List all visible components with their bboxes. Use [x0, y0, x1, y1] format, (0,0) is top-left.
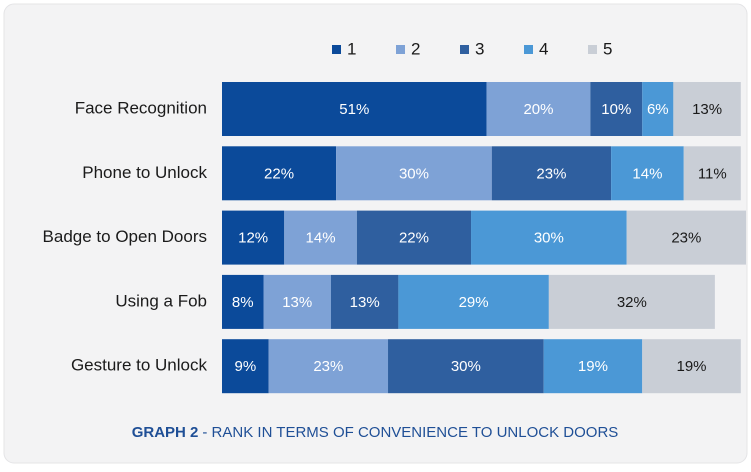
- bar-segment: [284, 210, 357, 265]
- bar-segment: [222, 82, 487, 136]
- plot: Face Recognition 51% 20% 10% 6% 13% Phone to U…: [43, 82, 746, 394]
- value-label: 51%: [339, 101, 369, 118]
- legend-swatch: [588, 45, 597, 54]
- value-label: 19%: [578, 358, 608, 375]
- value-label: 13%: [282, 294, 312, 311]
- value-label: 22%: [264, 165, 294, 182]
- value-label: 23%: [536, 165, 566, 182]
- bar-segment: [543, 339, 643, 394]
- value-label: 32%: [617, 294, 647, 311]
- bar-segment: [336, 146, 492, 201]
- bar-segment: [486, 82, 591, 136]
- legend: 1 2 3 4 5: [332, 39, 612, 58]
- bar-segment: [548, 274, 715, 329]
- bar-segment: [642, 339, 741, 394]
- bar-segment: [268, 339, 389, 394]
- caption-label: GRAPH 2: [132, 424, 199, 441]
- value-label: 9%: [235, 358, 257, 375]
- category-label: Phone to Unlock: [82, 163, 207, 182]
- category-label: Using a Fob: [115, 291, 207, 310]
- value-label: 23%: [313, 358, 343, 375]
- value-label: 14%: [632, 165, 662, 182]
- bar-segment: [222, 274, 264, 329]
- bar-segment: [356, 210, 472, 265]
- bar-segment: [388, 339, 544, 394]
- value-label: 29%: [459, 294, 489, 311]
- category-label: Badge to Open Doors: [43, 227, 207, 246]
- bar-segment: [398, 274, 549, 329]
- value-label: 30%: [399, 165, 429, 182]
- value-label: 12%: [238, 230, 268, 247]
- value-label: 11%: [698, 165, 727, 182]
- legend-swatch: [524, 45, 533, 54]
- bar-segment: [642, 82, 674, 136]
- bar-segment: [590, 82, 643, 136]
- caption-text: - RANK IN TERMS OF CONVENIENCE TO UNLOCK…: [202, 424, 618, 441]
- bar-segment: [626, 210, 746, 265]
- legend-label: 5: [603, 39, 612, 58]
- legend-label: 3: [475, 39, 484, 58]
- value-label: 8%: [232, 294, 254, 311]
- bar-segment: [330, 274, 399, 329]
- value-label: 10%: [601, 101, 631, 118]
- category-label: Gesture to Unlock: [71, 356, 208, 375]
- legend-label: 2: [411, 39, 420, 58]
- bar-segment: [263, 274, 331, 329]
- value-label: 20%: [523, 101, 553, 118]
- bar-segment: [611, 146, 684, 201]
- bar-segment: [683, 146, 741, 201]
- legend-swatch: [460, 45, 469, 54]
- bar-segment: [222, 146, 337, 201]
- bar-segment: [222, 339, 269, 394]
- category-label: Face Recognition: [75, 98, 207, 117]
- legend-swatch: [332, 45, 341, 54]
- bar-segment: [673, 82, 741, 136]
- value-label: 6%: [647, 101, 669, 118]
- value-label: 30%: [451, 358, 481, 375]
- legend-swatch: [396, 45, 405, 54]
- value-label: 22%: [399, 230, 429, 247]
- value-label: 13%: [692, 101, 722, 118]
- value-label: 14%: [306, 230, 336, 247]
- bar-segment: [491, 146, 612, 201]
- value-label: 23%: [671, 230, 701, 247]
- bar-segment: [471, 210, 627, 265]
- caption: GRAPH 2- RANK IN TERMS OF CONVENIENCE TO…: [132, 424, 619, 441]
- bar-segment: [222, 210, 285, 265]
- value-label: 13%: [350, 294, 380, 311]
- legend-label: 4: [539, 39, 548, 58]
- value-label: 30%: [534, 230, 564, 247]
- value-label: 19%: [677, 358, 707, 375]
- legend-label: 1: [347, 39, 356, 58]
